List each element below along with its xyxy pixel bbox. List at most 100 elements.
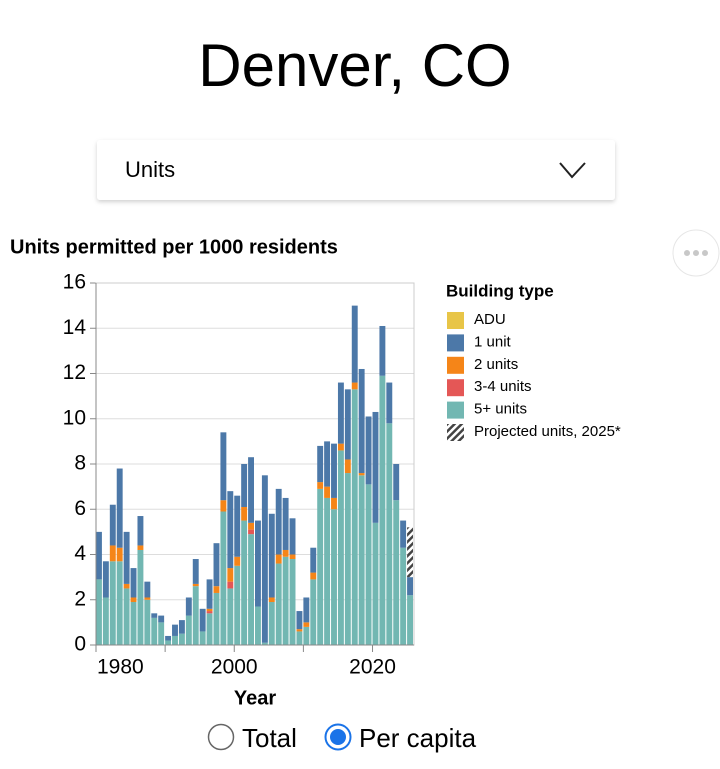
- bar-segment: [407, 577, 413, 596]
- dropdown[interactable]: [97, 140, 615, 200]
- bar-segment: [234, 556, 241, 566]
- bar-segment: [268, 597, 275, 603]
- bar-segment: [227, 568, 234, 582]
- dropdown-chevron: [559, 162, 586, 179]
- bar-segment: [144, 599, 151, 645]
- bar-segment: [255, 520, 261, 607]
- bar-segment: [151, 613, 158, 618]
- bar-segment: [220, 500, 227, 512]
- bar-segment: [241, 464, 248, 507]
- y-tick-label: 6: [74, 497, 86, 520]
- bar-segment: [282, 497, 289, 550]
- bar-segment: [137, 549, 144, 645]
- bar-segment: [324, 441, 331, 487]
- bar-segment: [220, 432, 227, 501]
- legend-swatch: [447, 401, 464, 419]
- bar-segment: [248, 457, 254, 523]
- x-tick-label: 2000: [211, 656, 258, 679]
- bar-segment: [317, 488, 324, 645]
- bar-segment: [282, 549, 289, 557]
- bar-segment: [109, 561, 116, 645]
- y-tick-label: 8: [74, 452, 86, 475]
- legend-label: 2 units: [474, 356, 518, 373]
- bar-segment: [234, 565, 241, 645]
- page-title: Denver, CO: [198, 32, 511, 99]
- bar-segment: [351, 382, 358, 390]
- bar-segment: [393, 464, 400, 501]
- bar-segment: [261, 475, 268, 643]
- bar-segment: [358, 368, 365, 474]
- bar-segment: [275, 563, 282, 645]
- bar-segment: [227, 491, 234, 569]
- bar-segment: [206, 579, 213, 609]
- bar-segment: [213, 586, 220, 593]
- legend-swatch: [447, 356, 464, 374]
- bar-segment: [144, 581, 151, 598]
- bar-segment: [234, 495, 241, 557]
- bar-segment: [220, 511, 227, 645]
- bar-segment: [275, 554, 282, 564]
- bar-segment: [310, 547, 317, 573]
- bar-segment: [331, 509, 337, 645]
- bar-segment: [248, 522, 254, 530]
- bar-segment: [268, 513, 275, 598]
- radio-button[interactable]: [207, 723, 235, 751]
- bar-segment: [192, 583, 199, 587]
- bar-segment: [372, 411, 379, 523]
- bar-segment: [337, 382, 344, 444]
- y-tick-label: 16: [63, 271, 86, 294]
- bar-segment: [317, 482, 324, 489]
- bar-segment: [400, 520, 407, 548]
- bar-segment: [241, 520, 248, 645]
- radio-dot: [330, 729, 346, 745]
- bar-segment: [123, 583, 130, 589]
- bar-segment: [400, 547, 407, 645]
- bar-segment: [365, 484, 372, 645]
- bar-segment: [303, 622, 310, 627]
- y-tick-label: 12: [63, 361, 86, 384]
- bar-segment: [344, 389, 351, 460]
- bar-segment: [351, 389, 358, 645]
- bar-segment: [151, 617, 158, 645]
- bar-segment: [365, 416, 372, 485]
- bar-segment: [144, 597, 151, 600]
- bar-segment: [178, 620, 185, 634]
- y-tick-label: 0: [74, 633, 86, 656]
- bar-segment: [310, 572, 317, 580]
- bar-segment: [96, 531, 102, 580]
- bar-segment: [109, 545, 116, 562]
- bar-segment: [185, 615, 192, 645]
- bar-segment: [255, 606, 261, 645]
- legend-title: Building type: [446, 281, 554, 300]
- bar-segment: [165, 635, 172, 641]
- bar-segment: [372, 522, 379, 645]
- bar-segment: [227, 581, 234, 589]
- bar-segment: [261, 642, 268, 645]
- chart-title: Units permitted per 1000 residents: [10, 236, 338, 258]
- bar-segment: [289, 554, 296, 560]
- bar-segment: [123, 531, 130, 584]
- bar-segment: [331, 443, 337, 498]
- bar-segment: [102, 561, 109, 598]
- dropdown-value: Units: [125, 157, 175, 182]
- bar-segment: [192, 586, 199, 645]
- bar-segment: [344, 473, 351, 645]
- bar-segment: [96, 579, 102, 645]
- legend-label: 1 unit: [474, 333, 512, 350]
- bar-segment: [393, 500, 400, 645]
- legend-swatch: [447, 334, 464, 352]
- bar-segment: [358, 475, 365, 645]
- y-tick-label: 4: [74, 542, 86, 565]
- bar-segment: [213, 592, 220, 645]
- bar-segment: [379, 375, 386, 645]
- bar-segment: [324, 497, 331, 645]
- bar-segment: [296, 631, 303, 645]
- bar-segment: [116, 468, 123, 548]
- legend-label: 3-4 units: [474, 378, 532, 395]
- x-tick-label: 1980: [97, 656, 144, 679]
- menu-dots: [684, 250, 708, 256]
- bar-segment: [317, 445, 324, 483]
- bar-segment: [248, 534, 254, 645]
